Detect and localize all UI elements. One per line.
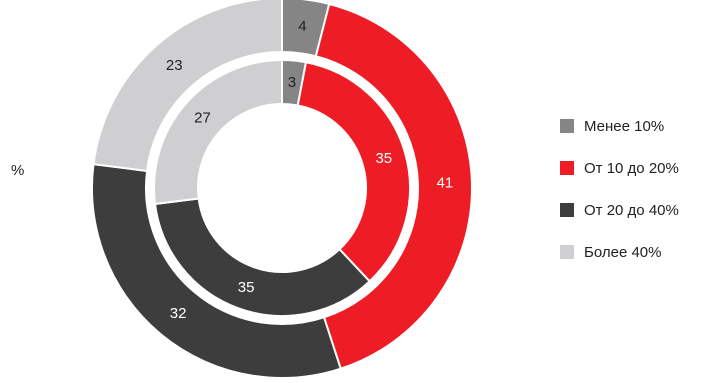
inner-ring-slice-20-40 (153, 197, 372, 317)
legend-item-less-10: Менее 10% (560, 116, 717, 136)
outer-ring-slice-more-40 (92, 0, 283, 173)
legend-swatch (560, 161, 574, 175)
ring-separator (147, 53, 417, 323)
legend-label: Более 40% (584, 243, 662, 261)
inner-ring-value-label-more-40: 27 (194, 109, 211, 126)
outer-ring-slice-20-40 (91, 163, 342, 379)
legend-swatch (560, 203, 574, 217)
legend-item-10-20: От 10 до 20% (560, 158, 717, 178)
inner-ring-value-label-10-20: 35 (375, 150, 392, 167)
outer-ring-value-label-20-40: 32 (170, 305, 187, 322)
legend: Менее 10% От 10 до 20% От 20 до 40% Боле… (560, 116, 717, 284)
legend-label: От 10 до 20% (584, 159, 679, 177)
legend-item-more-40: Более 40% (560, 242, 717, 262)
outer-ring-value-label-more-40: 23 (166, 57, 183, 74)
legend-item-20-40: От 20 до 40% (560, 200, 717, 220)
inner-ring-value-label-20-40: 35 (238, 279, 255, 296)
outer-ring-value-label-10-20: 41 (437, 174, 454, 191)
legend-swatch (560, 245, 574, 259)
legend-label: От 20 до 40% (584, 201, 679, 219)
outer-ring-value-label-less-10: 4 (298, 18, 306, 35)
legend-swatch (560, 119, 574, 133)
outer-ring-slice-10-20 (314, 2, 473, 370)
legend-label: Менее 10% (584, 117, 665, 135)
inner-ring-slice-more-40 (153, 58, 283, 206)
inner-ring-slice-10-20 (296, 61, 411, 283)
unit-label: % (11, 162, 25, 179)
inner-ring-value-label-less-10: 3 (288, 74, 296, 91)
